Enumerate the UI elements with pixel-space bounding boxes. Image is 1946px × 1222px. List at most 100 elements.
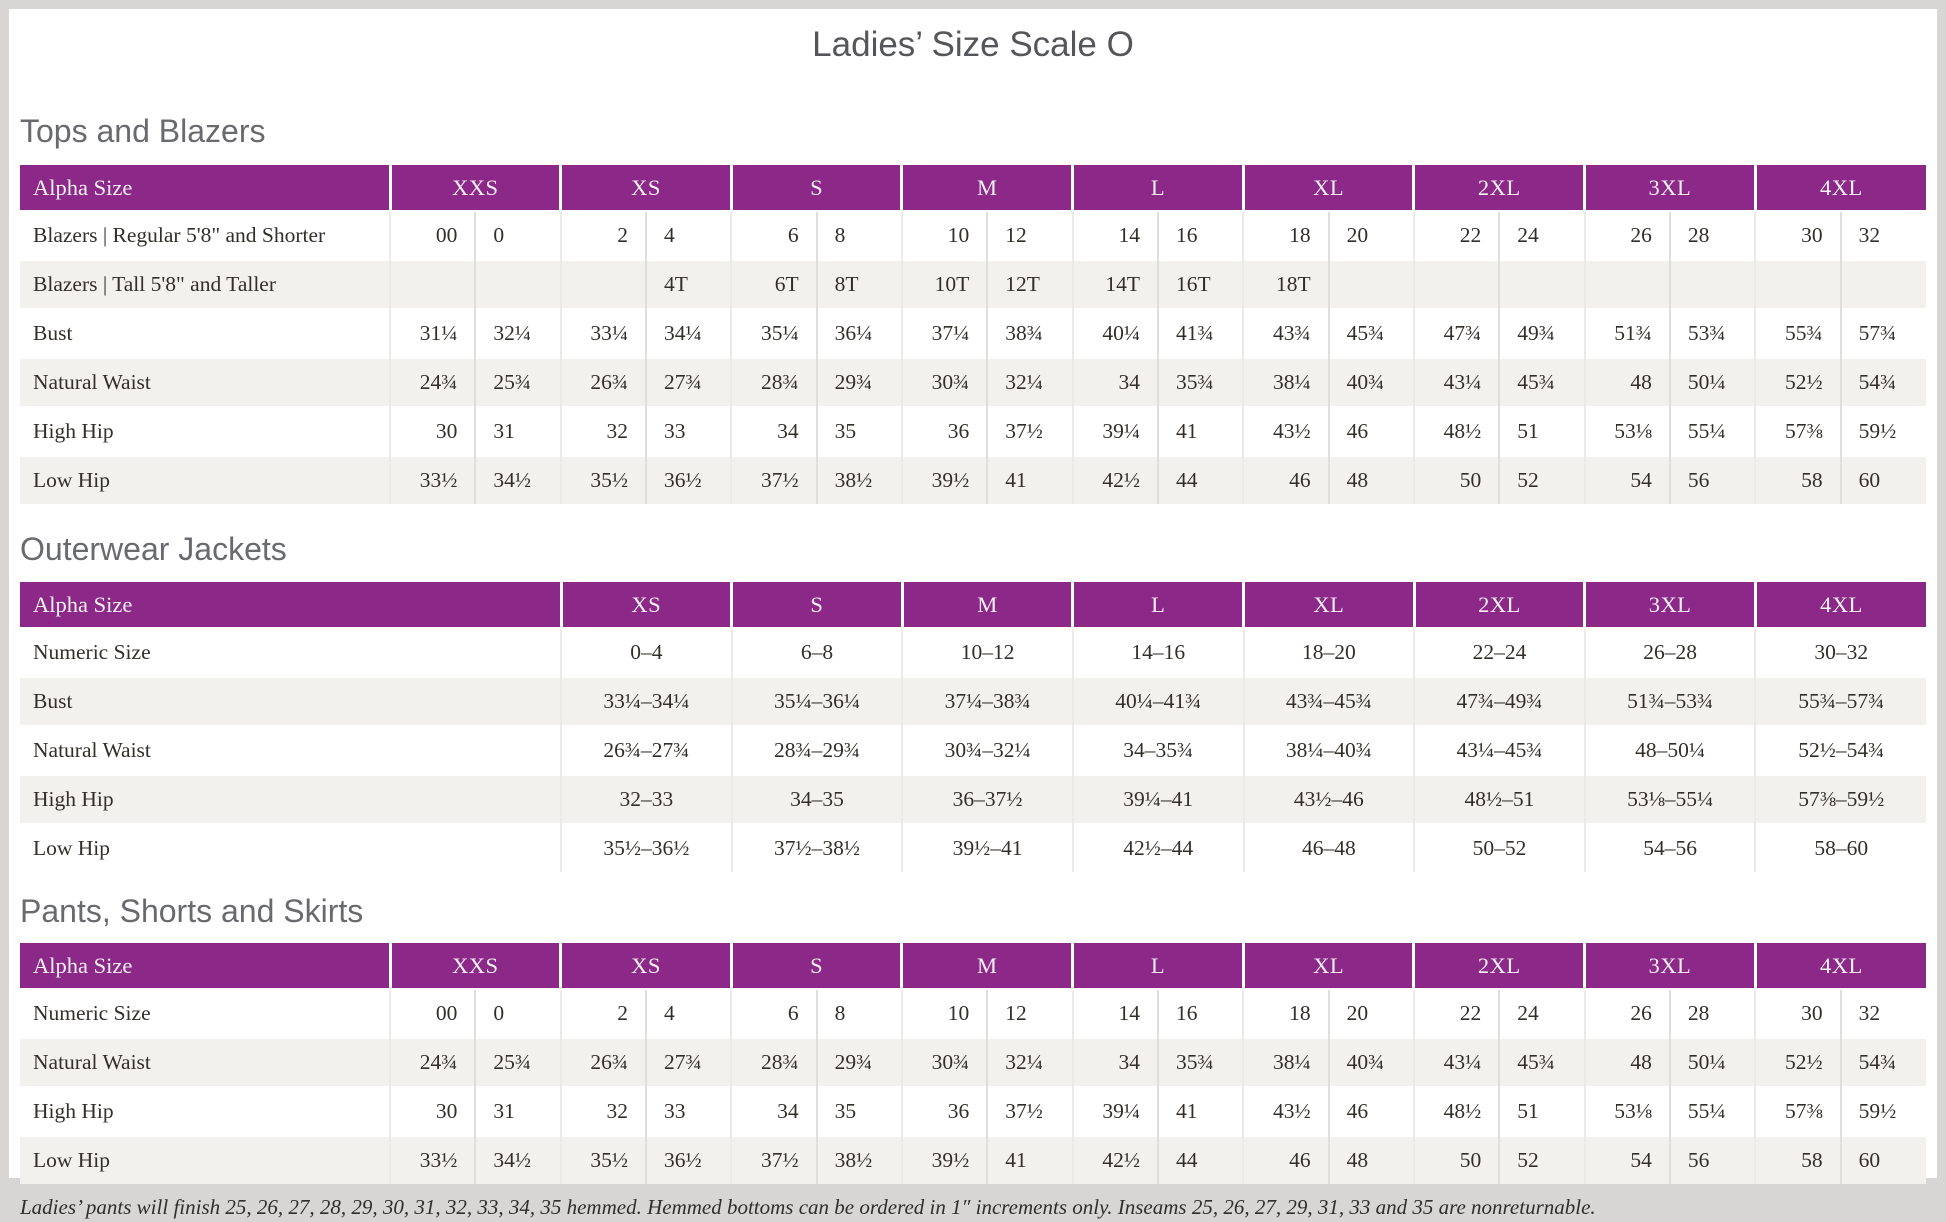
size-cell: 35½ [559,1135,646,1184]
size-cell: 38¾ [986,308,1073,358]
table-row: Bust 31¼ 32¼ 33¼ 34¼ 35¼ 36¼ 37¼ 38¾ 40¼ 41¾ 43¾ 45¾… [20,308,1926,358]
size-cell: 54¾ [1839,357,1926,407]
size-column-header: XS [559,165,732,211]
size-column-header: XL [1241,943,1414,989]
row-label: Bust [20,676,561,726]
size-cell: 50¼ [1668,357,1756,407]
size-cell [1754,259,1841,309]
size-cell: 25¾ [474,357,561,407]
size-cell: 8 [815,210,902,260]
size-cell: 44 [1156,1135,1244,1184]
size-cell: 14 [1071,988,1158,1038]
size-cell: 33 [644,406,732,456]
size-cell: 51 [1498,406,1585,456]
size-cell: 35 [815,406,902,456]
size-cell: 38¼ [1242,1037,1329,1087]
size-cell: 54 [1583,455,1670,504]
size-cell: 35¾ [1156,1037,1244,1087]
header-row: Alpha Size XXS XS S M L XL 2XL 3XL 4XL [20,165,1926,211]
size-cell: 12 [986,988,1073,1038]
size-cell: 26¾–27¾ [560,725,732,775]
size-cell: 34¼ [644,308,732,358]
size-column-header: XXS [388,943,561,989]
size-column-header: M [900,165,1073,211]
size-cell: 22 [1412,210,1500,260]
row-label: Bust [20,308,390,358]
size-cell: 43¾ [1242,308,1329,358]
header-row: Alpha Size XS S M L XL 2XL 3XL 4XL [20,582,1926,628]
size-cell: 35¾ [1156,357,1244,407]
size-cell: 43½ [1242,406,1329,456]
size-cell: 51¾–53¾ [1583,676,1756,726]
row-label: Low Hip [20,455,390,504]
size-cell: 31 [474,1086,561,1136]
size-cell: 38¼ [1242,357,1329,407]
alpha-size-header: Alpha Size [20,943,390,989]
size-cell: 24¾ [388,357,476,407]
size-cell: 43¼ [1412,1037,1500,1087]
size-cell: 39¼ [1071,1086,1158,1136]
size-cell: 58 [1754,1135,1841,1184]
size-cell: 52½ [1754,1037,1841,1087]
size-cell: 39½–41 [901,823,1073,872]
size-cell: 28 [1668,210,1756,260]
size-cell: 32 [1839,988,1926,1038]
size-cell: 41 [1156,406,1244,456]
size-cell: 36–37½ [901,774,1073,824]
size-cell: 42½ [1071,455,1158,504]
size-cell: 48 [1583,1037,1670,1087]
size-cell: 37½–38½ [730,823,903,872]
size-column-header: S [729,943,902,989]
size-column-header: 2XL [1412,165,1585,211]
size-cell: 10 [900,988,988,1038]
size-cell: 37½ [986,1086,1073,1136]
size-cell: 32 [559,1086,646,1136]
alpha-size-header: Alpha Size [20,165,390,211]
size-cell [1583,259,1670,309]
size-cell: 41 [986,1135,1073,1184]
size-cell [474,259,561,309]
size-cell: 46 [1242,455,1329,504]
size-cell: 26 [1583,210,1670,260]
pants-shorts-and-skirts-table: Alpha Size XXS XS S M L XL 2XL 3XL 4XL Numeric Siz… [20,943,1926,1184]
row-label: Blazers | Tall 5'8" and Taller [20,259,390,309]
size-cell: 34 [1071,357,1158,407]
size-cell: 46–48 [1242,823,1415,872]
size-cell: 58–60 [1754,823,1926,872]
size-cell: 50–52 [1413,823,1585,872]
size-cell: 32¼ [986,357,1073,407]
size-cell: 18–20 [1242,627,1415,677]
size-cell: 41 [986,455,1073,504]
size-cell: 28¾–29¾ [730,725,903,775]
size-cell: 40¾ [1327,357,1414,407]
row-label: Numeric Size [20,627,561,677]
size-cell: 33 [644,1086,732,1136]
size-cell: 46 [1242,1135,1329,1184]
size-cell: 36 [900,1086,988,1136]
size-cell: 53¾ [1668,308,1756,358]
size-cell: 35 [815,1086,902,1136]
size-cell: 36½ [644,1135,732,1184]
footnote: Ladies’ pants will finish 25, 26, 27, 28… [20,1195,1596,1219]
size-cell: 51 [1498,1086,1585,1136]
size-cell: 53⅛–55¼ [1583,774,1756,824]
size-cell: 36 [900,406,988,456]
size-cell: 48½–51 [1413,774,1585,824]
size-cell: 48½ [1412,1086,1500,1136]
header-row: Alpha Size XXS XS S M L XL 2XL 3XL 4XL [20,943,1926,989]
size-column-header: XXS [388,165,561,211]
table-row: Blazers | Regular 5'8" and Shorter 00 0 2 4 6… [20,210,1926,260]
size-cell: 60 [1839,1135,1926,1184]
size-cell: 50 [1412,1135,1500,1184]
size-column-header: L [1071,165,1244,211]
size-cell: 30¾ [900,357,988,407]
table-row: Natural Waist 26¾–27¾ 28¾–29¾ 30¾–32¼ 34–35¾… [20,725,1926,775]
table-row: High Hip 30 31 32 33 34 35 36 37½ 39¼ 41 43½ 46 48½ 51… [20,406,1926,456]
size-cell: 24 [1498,988,1585,1038]
size-cell: 32¼ [986,1037,1073,1087]
size-cell: 34 [730,406,817,456]
tops-and-blazers-table: Alpha Size XXS XS S M L XL 2XL 3XL 4XL Blazers | R… [20,165,1926,504]
size-cell: 16T [1156,259,1244,309]
size-cell: 48½ [1412,406,1500,456]
size-cell: 41¾ [1156,308,1244,358]
